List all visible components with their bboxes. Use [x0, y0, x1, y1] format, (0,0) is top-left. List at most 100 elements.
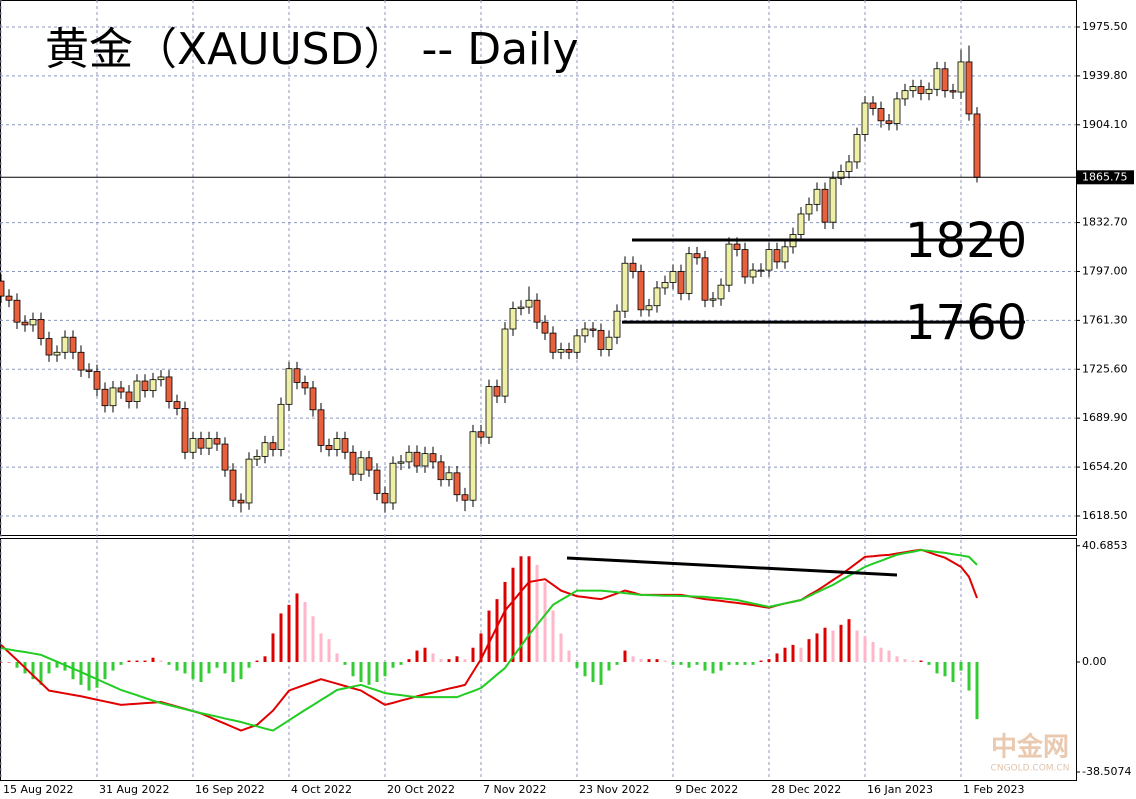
histogram-bar — [679, 662, 683, 665]
candle-body — [405, 451, 413, 463]
histogram-bar — [127, 660, 131, 662]
candle-body — [949, 90, 957, 93]
histogram-bar — [167, 662, 171, 665]
x-tick-label: 16 Jan 2023 — [867, 783, 933, 796]
candle-body — [21, 321, 29, 326]
candle-body — [37, 319, 45, 339]
histogram-bar — [687, 662, 691, 668]
candle-body — [357, 457, 365, 475]
candle-body — [429, 453, 437, 463]
level-label: 1760 — [905, 295, 1027, 351]
candle-body — [677, 271, 685, 294]
histogram-bar — [7, 662, 11, 663]
histogram-bar — [599, 662, 603, 685]
histogram-bar — [239, 662, 243, 680]
candle-body — [437, 461, 445, 481]
histogram-bar — [647, 659, 651, 662]
current-price-label: 1865.75 — [1082, 170, 1128, 183]
candle-body — [317, 409, 325, 446]
candle-body — [5, 295, 13, 301]
histogram-bar — [335, 653, 339, 662]
histogram-bar — [703, 662, 707, 671]
histogram-bar — [623, 650, 627, 662]
histogram-bar — [655, 659, 659, 662]
histogram-bar — [447, 659, 451, 662]
candle-body — [13, 299, 21, 323]
histogram-bar — [751, 662, 755, 665]
level-label: 1820 — [905, 213, 1027, 269]
x-tick-label: 28 Dec 2022 — [771, 783, 841, 796]
candle-body — [173, 401, 181, 409]
candle-body — [29, 319, 37, 326]
histogram-bar — [247, 662, 251, 668]
histogram-bar — [255, 660, 259, 662]
histogram-bar — [31, 662, 35, 680]
candle-body — [101, 388, 109, 407]
candle-body — [845, 161, 853, 172]
histogram-bar — [575, 662, 579, 668]
candle-body — [117, 387, 125, 393]
candle-body — [853, 134, 861, 163]
histogram-bar — [735, 662, 739, 665]
candle-body — [965, 61, 973, 115]
candle-body — [229, 469, 237, 501]
candle-body — [477, 431, 485, 438]
candle-body — [277, 403, 285, 450]
histogram-bar — [791, 644, 795, 662]
histogram-bar — [383, 662, 387, 677]
x-tick-label: 31 Aug 2022 — [99, 783, 169, 796]
candle-body — [485, 386, 493, 438]
y-tick-label: 1832.70 — [1082, 216, 1128, 229]
x-tick-label: 4 Oct 2022 — [291, 783, 352, 796]
candle-body — [973, 113, 981, 178]
histogram-bar — [695, 662, 699, 665]
candle-body — [501, 328, 509, 397]
candle-body — [893, 98, 901, 124]
candle-body — [421, 453, 429, 467]
candle-body — [493, 386, 501, 397]
histogram-bar — [191, 662, 195, 680]
y-tick-label: 1725.60 — [1082, 362, 1128, 375]
candle-body — [461, 494, 469, 501]
candle-body — [309, 387, 317, 411]
histogram-bar — [671, 662, 675, 665]
histogram-bar — [303, 602, 307, 662]
histogram-bar — [887, 650, 891, 662]
histogram-bar — [463, 659, 467, 662]
histogram-bar — [143, 660, 147, 662]
histogram-bar — [775, 653, 779, 662]
histogram-bar — [423, 647, 427, 662]
y-tick-label: 1904.10 — [1082, 118, 1128, 131]
candle-body — [69, 336, 77, 353]
histogram-bar — [63, 662, 67, 671]
x-tick-label: 7 Nov 2022 — [483, 783, 546, 796]
candle-body — [517, 306, 525, 309]
y-tick-label: 1618.50 — [1082, 509, 1128, 522]
y-tick-label: 40.6853 — [1082, 539, 1128, 552]
histogram-bar — [367, 662, 371, 685]
histogram-bar — [711, 662, 715, 674]
candle-body — [253, 455, 261, 460]
macd-line — [0, 548, 978, 732]
candle-body — [877, 108, 885, 122]
histogram-bar — [927, 662, 931, 665]
candle-body — [445, 472, 453, 481]
histogram-bar — [759, 660, 763, 662]
histogram-bar — [543, 582, 547, 662]
histogram-bar — [559, 633, 563, 662]
histogram-bar — [911, 660, 915, 662]
histogram-bar — [631, 656, 635, 662]
candle-body — [757, 269, 765, 272]
histogram-bar — [15, 662, 19, 668]
current-price-box — [1077, 170, 1134, 185]
candle-body — [509, 308, 517, 330]
histogram-bar — [935, 662, 939, 674]
histogram-bar — [583, 662, 587, 677]
candle-body — [941, 68, 949, 92]
histogram-bar — [271, 633, 275, 662]
candle-body — [453, 472, 461, 496]
candle-body — [909, 86, 917, 92]
candle-body — [869, 102, 877, 109]
candle-body — [389, 462, 397, 504]
histogram-bar — [215, 662, 219, 668]
